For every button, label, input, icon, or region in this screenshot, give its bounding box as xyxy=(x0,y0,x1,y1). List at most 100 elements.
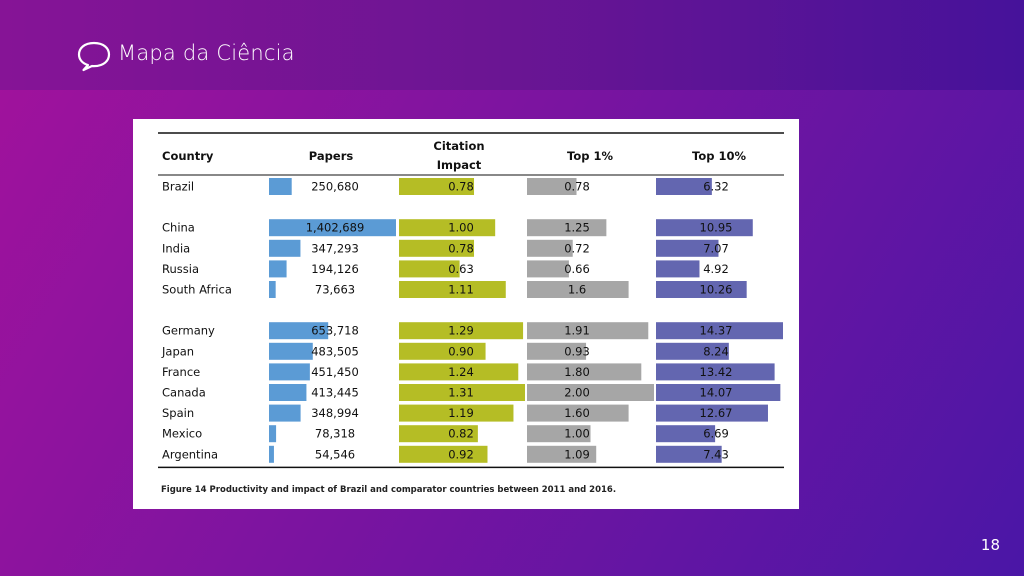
data-label-citation: 0.92 xyxy=(448,447,474,461)
data-label-top10: 14.37 xyxy=(700,324,733,338)
data-label-top10: 13.42 xyxy=(700,365,733,379)
data-label-top1: 0.66 xyxy=(564,262,590,276)
data-label-papers: 653,718 xyxy=(311,324,359,338)
data-label-papers: 73,663 xyxy=(315,283,355,297)
bar-top1 xyxy=(527,404,629,422)
row-label-country: India xyxy=(162,241,190,255)
bar-top10 xyxy=(656,219,753,237)
data-label-top1: 1.6 xyxy=(568,283,586,297)
bar-citation xyxy=(399,404,514,422)
data-label-citation: 1.31 xyxy=(448,386,474,400)
bar-top1 xyxy=(527,425,591,443)
bar-papers xyxy=(269,219,396,237)
bar-top1 xyxy=(527,219,607,237)
bar-top1 xyxy=(527,281,629,298)
row-label-country: Japan xyxy=(161,344,194,358)
bar-citation xyxy=(399,178,475,195)
bar-top1 xyxy=(527,384,654,401)
bar-citation xyxy=(399,322,524,340)
data-label-papers: 78,318 xyxy=(315,427,355,441)
data-label-papers: 54,546 xyxy=(315,447,355,461)
bar-citation xyxy=(399,239,475,257)
bar-top1 xyxy=(527,178,577,195)
bar-citation xyxy=(399,425,478,443)
data-label-papers: 451,450 xyxy=(311,365,359,379)
data-label-top10: 10.95 xyxy=(700,221,733,235)
bar-top10 xyxy=(656,363,775,381)
bar-citation xyxy=(399,281,506,298)
data-label-citation: 0.63 xyxy=(448,262,474,276)
data-label-papers: 194,126 xyxy=(311,262,359,276)
bar-top1 xyxy=(527,363,642,381)
bar-top10 xyxy=(656,384,781,401)
data-label-papers: 348,994 xyxy=(311,406,359,420)
data-table: Country Papers Citation Impact Top 1% Top 10%… xyxy=(158,132,784,469)
bar-papers xyxy=(269,239,301,257)
row-label-country: South Africa xyxy=(162,283,232,297)
bar-top10 xyxy=(656,260,700,278)
bar-papers xyxy=(269,445,274,463)
bar-top1 xyxy=(527,239,573,257)
data-label-top1: 1.91 xyxy=(564,324,590,338)
slide-title: Mapa da Ciência xyxy=(118,41,295,65)
data-label-top1: 0.93 xyxy=(564,344,590,358)
bar-papers xyxy=(269,404,301,422)
data-label-citation: 1.29 xyxy=(448,324,474,338)
bar-citation xyxy=(399,363,519,381)
data-label-top10: 6.32 xyxy=(703,180,729,194)
bar-citation xyxy=(399,384,525,401)
bar-top1 xyxy=(527,322,649,340)
bar-papers xyxy=(269,260,287,278)
bar-papers xyxy=(269,322,329,340)
page-number: 18 xyxy=(980,536,1000,554)
data-label-citation: 1.11 xyxy=(448,283,474,297)
data-label-top1: 1.09 xyxy=(564,447,590,461)
data-label-top1: 1.00 xyxy=(564,427,590,441)
row-label-country: Germany xyxy=(162,324,215,338)
bar-papers xyxy=(269,363,310,381)
bar-top10 xyxy=(656,342,729,360)
bar-top1 xyxy=(527,342,587,360)
data-label-top10: 7.07 xyxy=(703,241,729,255)
row-label-country: Brazil xyxy=(162,180,194,194)
column-header-papers: Papers xyxy=(309,149,354,163)
row-label-country: Spain xyxy=(162,406,194,420)
data-label-top10: 14.07 xyxy=(700,386,733,400)
column-header-country: Country xyxy=(162,149,214,163)
figure-panel: Country Papers Citation Impact Top 1% Top 10%… xyxy=(133,119,799,509)
bar-papers xyxy=(269,342,313,360)
data-label-top10: 7.43 xyxy=(703,447,729,461)
data-label-papers: 413,445 xyxy=(311,386,359,400)
row-label-country: France xyxy=(162,365,200,379)
bar-top10 xyxy=(656,281,747,298)
data-label-top1: 1.25 xyxy=(564,221,590,235)
column-header-citation-impact: Impact xyxy=(437,158,482,172)
data-label-papers: 250,680 xyxy=(311,180,359,194)
data-label-top10: 8.24 xyxy=(703,344,729,358)
bar-top10 xyxy=(656,322,783,340)
bar-top10 xyxy=(656,239,719,257)
data-label-top1: 1.80 xyxy=(564,365,590,379)
row-label-country: China xyxy=(162,221,195,235)
column-header-top1: Top 1% xyxy=(567,149,613,163)
data-label-top10: 6.69 xyxy=(703,427,729,441)
bar-citation xyxy=(399,219,496,237)
data-label-top10: 12.67 xyxy=(700,406,733,420)
bar-top10 xyxy=(656,404,768,422)
data-label-papers: 483,505 xyxy=(311,344,359,358)
bar-citation xyxy=(399,342,486,360)
column-header-top10: Top 10% xyxy=(692,149,746,163)
bar-papers xyxy=(269,425,277,443)
data-label-citation: 1.00 xyxy=(448,221,474,235)
row-label-country: Argentina xyxy=(162,447,218,461)
data-label-citation: 0.78 xyxy=(448,180,474,194)
data-label-top1: 0.78 xyxy=(564,180,590,194)
data-label-top1: 0.72 xyxy=(564,241,590,255)
bar-top10 xyxy=(656,425,716,443)
data-label-citation: 1.24 xyxy=(448,365,474,379)
column-header-citation-impact: Citation xyxy=(433,139,484,153)
bar-top10 xyxy=(656,178,712,195)
bar-papers xyxy=(269,178,292,195)
row-label-country: Canada xyxy=(162,386,206,400)
bar-top10 xyxy=(656,445,722,463)
